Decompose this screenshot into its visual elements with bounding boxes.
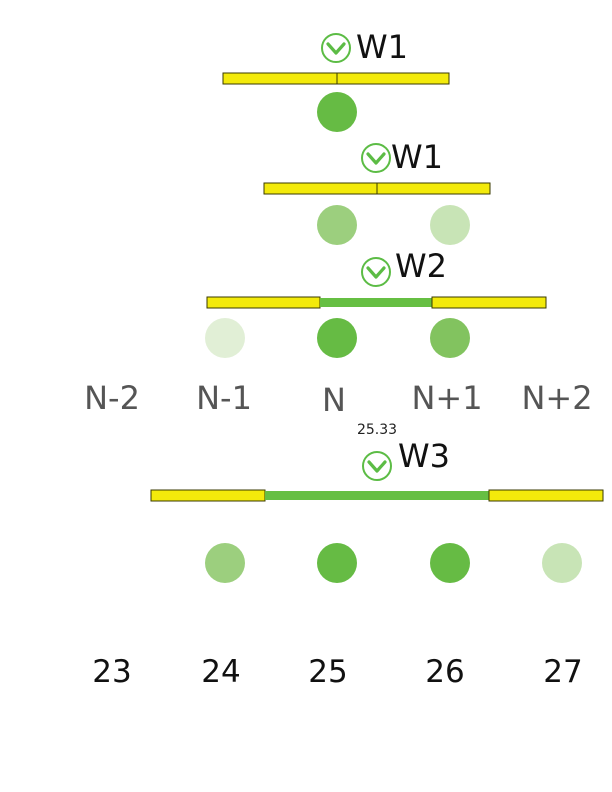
frame-dot (542, 543, 582, 583)
window-link (320, 298, 432, 307)
window-bar (263, 182, 378, 195)
number-label: 23 (92, 654, 131, 690)
frame-dot (317, 205, 357, 245)
frame-dot (430, 543, 470, 583)
window-bar (488, 489, 604, 502)
window-bar (376, 182, 491, 195)
index-label: N+1 (411, 379, 482, 417)
window-bar (206, 296, 321, 309)
frame-dot (430, 205, 470, 245)
window-bar (150, 489, 266, 502)
frame-dot (317, 318, 357, 358)
chevron-down-circle-icon (321, 33, 351, 63)
index-labels: N-2 N-1 N N+1 N+2 (84, 379, 592, 419)
window-label-w1-middle: W1 (391, 138, 443, 176)
panel-w2: W2 (205, 247, 547, 358)
frame-dot (430, 318, 470, 358)
frame-dot (317, 92, 357, 132)
window-label-w2: W2 (395, 247, 447, 285)
index-label: N (322, 381, 346, 419)
frame-dot (205, 543, 245, 583)
window-bar (222, 72, 338, 85)
number-label: 25 (308, 654, 347, 690)
chevron-down-circle-icon (361, 143, 391, 173)
number-label: 26 (425, 654, 464, 690)
window-link (265, 491, 489, 500)
index-label: N-2 (84, 379, 140, 417)
number-labels: 23 24 25 26 27 (92, 654, 582, 690)
panel-w3: W3 (150, 437, 604, 583)
marker-value-label: 25.33 (357, 422, 397, 438)
window-label-w1-top: W1 (356, 28, 408, 66)
chevron-down-circle-icon (361, 257, 391, 287)
panel-w1-top: W1 (222, 28, 450, 132)
window-label-w3: W3 (398, 437, 450, 475)
window-bar (431, 296, 547, 309)
index-label: N+2 (521, 379, 592, 417)
panel-w1-middle: W1 (263, 138, 491, 245)
frame-dot (317, 543, 357, 583)
chevron-down-circle-icon (362, 451, 392, 481)
number-label: 27 (543, 654, 582, 690)
window-bar (336, 72, 450, 85)
number-label: 24 (201, 654, 240, 690)
index-label: N-1 (196, 379, 252, 417)
frame-dot (205, 318, 245, 358)
